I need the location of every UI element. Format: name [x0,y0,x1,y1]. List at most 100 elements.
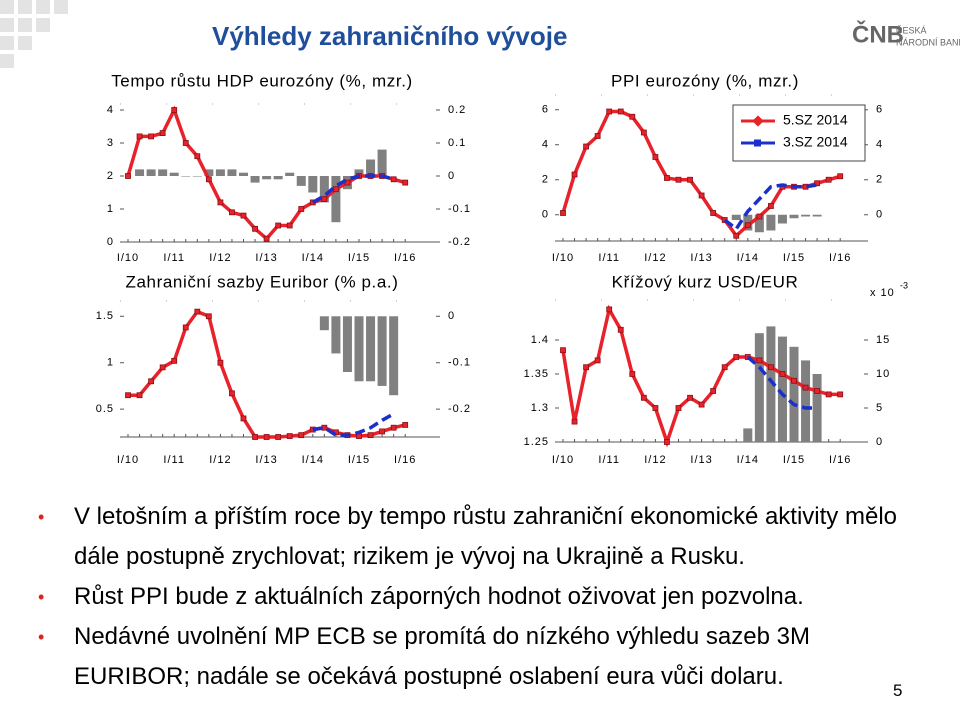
x-tick-label: I/16 [394,252,416,264]
line-series [561,304,841,448]
x-tick-label: I/13 [690,252,712,264]
bullet: • Nedávné uvolnění MP ECB se promítá do n… [38,617,898,697]
bar [754,333,764,442]
line-marker [252,225,258,232]
line-marker [217,359,224,366]
line-series [311,174,395,204]
x-tick-label: I/16 [829,252,851,264]
line-marker [617,108,624,115]
x-tick-label: I/10 [117,252,139,264]
line-marker [779,371,786,377]
line-marker [390,176,397,183]
line-marker [321,196,328,203]
x-tick-label: I/16 [829,454,851,466]
bullet-text: Růst PPI bude z aktuálních záporných hod… [74,583,804,610]
bar [273,176,283,180]
y-tick-label: 1.4 [531,334,549,346]
line-marker [594,357,601,364]
x-tick-label: I/10 [552,454,574,466]
y-tick-label: 1 [107,203,114,215]
bar [342,316,352,372]
line-marker [217,199,224,206]
y2-tick-label: 6 [876,104,883,116]
line-marker [733,232,740,239]
line-marker [675,405,682,411]
line-marker [298,206,305,212]
line-marker [814,180,820,187]
line-marker [825,176,832,183]
y2-axis-exponent: -3 [900,280,908,290]
bar [354,169,364,176]
line-marker [136,392,143,399]
bullet-text: V letošním a příštím roce by tempo růstu… [74,503,897,570]
line-marker [791,377,797,384]
y2-tick-label: 0.1 [448,137,466,149]
x-tick-label: I/11 [598,454,620,466]
y2-axis-label: x 10 [870,287,895,299]
bar [766,326,776,442]
line-series [723,183,818,232]
bar [250,176,260,183]
bar [331,316,341,354]
bar [181,176,191,177]
bar [227,169,237,176]
y2-tick-label: 15 [876,334,890,346]
line-marker [560,210,566,216]
bar [777,336,787,442]
y-tick-label: 1.3 [531,402,549,414]
line-marker [367,432,374,439]
line-marker [125,392,131,399]
y2-tick-label: 0 [448,170,455,182]
slide-title: Výhledy zahraničního vývoje [212,21,567,51]
y-tick-label: 2 [107,170,114,182]
y-tick-label: 4 [107,104,114,116]
y-tick-label: 1.35 [524,368,549,380]
line-marker [629,113,636,120]
x-tick-label: I/15 [783,252,805,264]
bar [812,214,822,217]
line-marker [640,129,647,136]
line-marker [275,434,282,440]
line-marker [194,308,201,315]
bar [308,176,318,193]
line-marker [640,394,647,401]
page-number: 5 [893,681,903,700]
x-tick-label: I/11 [163,454,185,466]
bar [354,316,364,382]
line-marker [652,405,659,411]
bar [766,214,776,231]
line-marker [240,212,247,219]
line-marker [802,384,809,391]
x-tick-label: I/12 [644,454,666,466]
corner-pattern [0,0,68,68]
logo: ČNB ČESKÁ NÁRODNÍ BANKA [852,20,960,48]
y-tick-label: 1 [107,357,114,369]
line-marker [182,140,189,146]
line-marker [675,176,682,183]
bar [239,172,248,176]
bar [801,214,811,217]
y2-tick-label: 5 [876,402,883,414]
y2-tick-label: 2 [876,174,883,186]
y2-tick-label: -0.2 [448,403,471,415]
y2-tick-label: 0 [876,436,883,448]
x-tick-label: I/14 [302,454,324,466]
line-marker [252,434,258,440]
line-marker [263,434,270,440]
bar [377,149,387,176]
y2-tick-label: 0 [876,209,883,221]
line-marker [710,210,717,216]
line-marker [182,324,189,331]
line-marker [571,418,578,425]
bar [262,176,272,180]
y-tick-label: 3 [107,137,114,149]
x-tick-label: I/12 [209,454,231,466]
x-tick-label: I/13 [255,252,277,264]
bar [169,172,179,176]
line-marker [652,154,659,160]
bar [319,176,329,203]
line-marker [606,108,613,115]
bar [319,316,329,331]
line-marker [159,130,166,137]
